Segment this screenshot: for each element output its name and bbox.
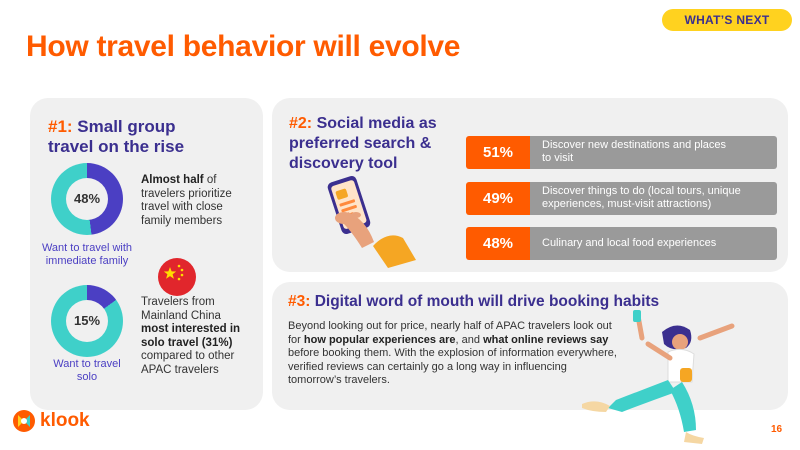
card1-heading: #1: Small group travel on the rise bbox=[48, 117, 184, 157]
family-description-bold: Almost half bbox=[141, 174, 204, 186]
solo-percent-donut: 15% bbox=[51, 285, 123, 357]
para-bold1: how popular experiences are bbox=[303, 333, 456, 346]
family-description-line3: travel with close bbox=[141, 201, 223, 213]
card2-heading-line2: preferred search & bbox=[289, 135, 432, 152]
card1-heading-number: #1: bbox=[48, 117, 73, 136]
para-part3: before booking them. With the explosion … bbox=[288, 347, 617, 386]
china-flag-icon bbox=[158, 258, 196, 296]
page-number: 16 bbox=[771, 424, 783, 435]
word-of-mouth-card bbox=[272, 282, 788, 410]
stat-value-things-to-do: 49% bbox=[466, 182, 530, 215]
klook-logo-mark-icon bbox=[13, 410, 35, 432]
stat-desc-things-to-do-line1: Discover things to do (local tours, uniq… bbox=[542, 185, 741, 197]
family-description-line4: family members bbox=[141, 214, 223, 227]
card1-heading-line1: Small group bbox=[72, 117, 176, 136]
klook-logo: klook bbox=[12, 408, 102, 434]
solo-description-bold2: solo travel (31%) bbox=[141, 336, 233, 349]
whats-next-tag: WHAT’S NEXT bbox=[662, 9, 792, 31]
klook-logo-text: klook bbox=[40, 410, 90, 431]
solo-percent-label: 15% bbox=[66, 300, 108, 342]
stat-value-culinary: 48% bbox=[466, 227, 530, 260]
stat-desc-things-to-do: Discover things to do (local tours, uniq… bbox=[530, 182, 777, 215]
para-part1: Beyond looking out for price, nearly hal… bbox=[288, 320, 612, 346]
stat-value-destinations: 51% bbox=[466, 136, 530, 169]
solo-description-line1: Travelers from bbox=[141, 296, 215, 308]
word-of-mouth-paragraph: Beyond looking out for price, nearly hal… bbox=[288, 320, 618, 388]
family-percent-donut: 48% bbox=[51, 163, 123, 235]
card3-heading: #3: Digital word of mouth will drive boo… bbox=[288, 293, 659, 311]
family-description: Almost half of travelers prioritize trav… bbox=[141, 174, 259, 228]
para-bold2: what online reviews say bbox=[483, 333, 609, 346]
stat-desc-culinary: Culinary and local food experiences bbox=[530, 227, 777, 260]
hand-holding-phone-icon bbox=[327, 175, 416, 268]
page-title: How travel behavior will evolve bbox=[26, 30, 461, 63]
family-description-rest: of bbox=[203, 174, 217, 186]
jumping-traveler-icon bbox=[582, 310, 735, 444]
para-part2: , and bbox=[455, 333, 484, 346]
card2-heading-line3: discovery tool bbox=[289, 155, 398, 172]
family-caption-line1: Want to travel with bbox=[41, 242, 133, 254]
card1-heading-line2: travel on the rise bbox=[48, 137, 185, 156]
card2-heading: #2: Social media as preferred search & d… bbox=[289, 114, 437, 174]
stat-desc-things-to-do-line2: experiences, must-visit attractions) bbox=[542, 198, 712, 210]
family-description-line2: travelers prioritize bbox=[141, 187, 232, 200]
solo-description-line5: compared to other bbox=[141, 350, 235, 362]
family-caption: Want to travel with immediate family bbox=[32, 242, 142, 268]
solo-description-bold1: most interested in bbox=[141, 323, 241, 335]
family-caption-line2: immediate family bbox=[45, 255, 129, 267]
solo-caption-line2: solo bbox=[76, 371, 98, 383]
stat-desc-destinations-line1: Discover new destinations and places bbox=[542, 139, 727, 151]
solo-description-line6: APAC travelers bbox=[141, 363, 219, 376]
card3-heading-number: #3: bbox=[288, 293, 311, 310]
solo-description: Travelers from Mainland China most inter… bbox=[141, 296, 261, 377]
card3-heading-text: Digital word of mouth will drive booking… bbox=[310, 293, 660, 310]
family-percent-label: 48% bbox=[66, 178, 108, 220]
stat-desc-destinations: Discover new destinations and places to … bbox=[530, 136, 777, 169]
stat-row-culinary: 48% Culinary and local food experiences bbox=[466, 227, 777, 260]
stat-row-things-to-do: 49% Discover things to do (local tours, … bbox=[466, 182, 777, 215]
stat-desc-destinations-line2: to visit bbox=[542, 152, 574, 164]
stat-row-destinations: 51% Discover new destinations and places… bbox=[466, 136, 777, 169]
solo-caption: Want to travel solo bbox=[32, 358, 142, 384]
small-group-travel-card bbox=[30, 98, 263, 410]
solo-description-line2: Mainland China bbox=[141, 309, 221, 322]
card2-heading-line1: Social media as bbox=[312, 115, 437, 132]
solo-caption-line1: Want to travel bbox=[53, 358, 121, 370]
card2-heading-number: #2: bbox=[289, 115, 313, 132]
